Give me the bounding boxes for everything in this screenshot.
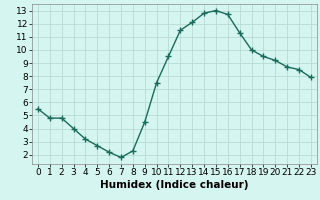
X-axis label: Humidex (Indice chaleur): Humidex (Indice chaleur): [100, 180, 249, 190]
